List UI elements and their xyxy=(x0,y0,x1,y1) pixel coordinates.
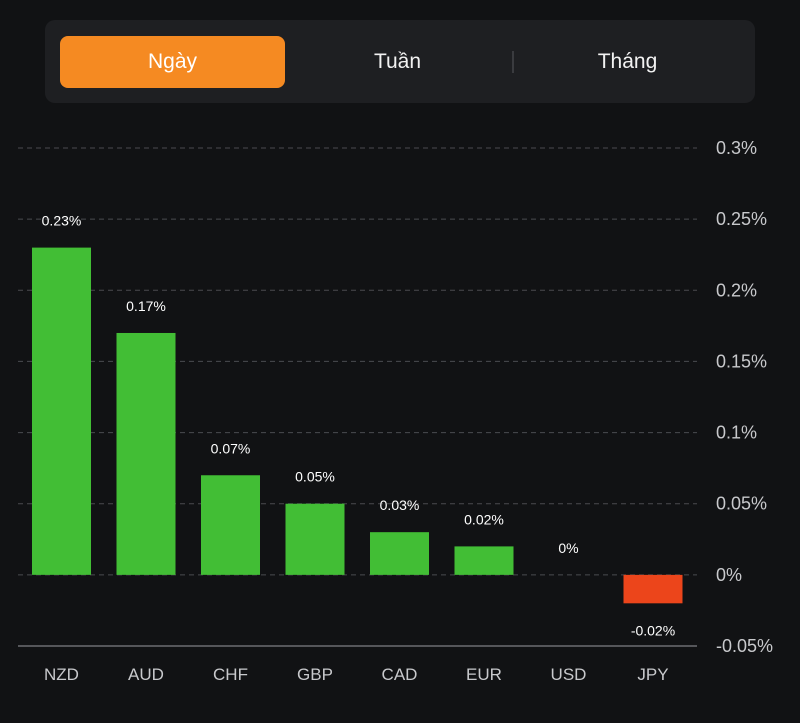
data-label: 0.03% xyxy=(380,497,420,513)
period-selector: Ngày Tuần Tháng xyxy=(45,20,755,103)
data-label: -0.02% xyxy=(631,622,675,638)
bar-jpy xyxy=(623,574,683,604)
data-label: 0% xyxy=(558,540,578,556)
bar-nzd xyxy=(32,247,91,575)
y-tick-label: 0.3% xyxy=(716,138,757,158)
bar-gbp xyxy=(285,503,345,575)
x-tick-label: NZD xyxy=(44,665,79,684)
bar-aud xyxy=(116,332,176,575)
x-tick-label: USD xyxy=(551,665,587,684)
bar-chf xyxy=(201,475,260,575)
y-tick-label: -0.05% xyxy=(716,636,773,656)
tab-week[interactable]: Tuần xyxy=(373,50,422,73)
data-label: 0.17% xyxy=(126,298,166,314)
data-label: 0.23% xyxy=(42,213,82,229)
x-tick-label: CAD xyxy=(382,665,418,684)
y-tick-label: 0.1% xyxy=(716,423,757,443)
data-label: 0.05% xyxy=(295,469,335,485)
y-tick-label: 0.25% xyxy=(716,209,767,229)
bar-cad xyxy=(370,532,429,575)
tab-month[interactable]: Tháng xyxy=(597,50,658,73)
y-tick-label: 0.15% xyxy=(716,351,767,371)
x-tick-label: AUD xyxy=(128,665,164,684)
tab-divider xyxy=(512,51,514,73)
x-tick-label: EUR xyxy=(466,665,502,684)
tab-day[interactable]: Ngày xyxy=(60,36,285,88)
data-label: 0.02% xyxy=(464,511,504,527)
y-tick-label: 0% xyxy=(716,565,742,585)
y-tick-label: 0.05% xyxy=(716,494,767,514)
bar-eur xyxy=(454,546,514,575)
x-tick-label: GBP xyxy=(297,665,333,684)
data-label: 0.07% xyxy=(211,440,251,456)
y-tick-label: 0.2% xyxy=(716,280,757,300)
x-tick-label: CHF xyxy=(213,665,248,684)
x-tick-label: JPY xyxy=(637,665,668,684)
